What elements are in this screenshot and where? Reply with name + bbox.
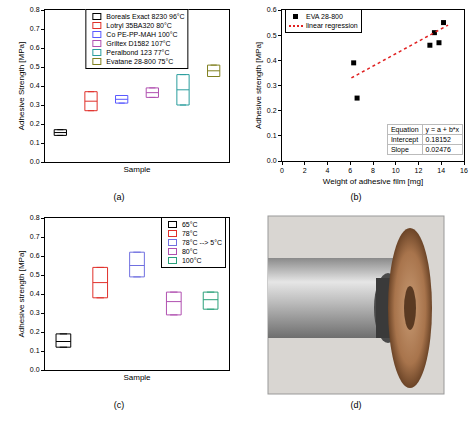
svg-text:0.1: 0.1 — [30, 347, 40, 354]
html-text:Griltex D1582 107°C: Griltex D1582 107°C — [106, 40, 171, 47]
svg-text:Adhesive strength [MPa]: Adhesive strength [MPa] — [17, 250, 26, 337]
svg-text:0.3: 0.3 — [30, 101, 40, 108]
svg-text:0.5: 0.5 — [267, 32, 277, 39]
html-text:Peralbond 123 77°C: Peralbond 123 77°C — [106, 49, 170, 56]
svg-text:Weight of adhesive film [mg]: Weight of adhesive film [mg] — [323, 177, 423, 186]
svg-text:Adhesive strength [MPa]: Adhesive strength [MPa] — [254, 42, 263, 129]
svg-text:6: 6 — [348, 167, 352, 174]
svg-text:0.1: 0.1 — [267, 132, 277, 139]
svg-text:16: 16 — [460, 167, 468, 174]
svg-text:0.0: 0.0 — [267, 157, 277, 164]
html-text:Slope: Slope — [390, 146, 409, 153]
svg-text:0.0: 0.0 — [30, 158, 40, 165]
svg-text:0.6: 0.6 — [267, 6, 277, 13]
svg-text:0.6: 0.6 — [30, 252, 40, 259]
html-text:100°C: 100°C — [182, 257, 202, 264]
svg-text:0.1: 0.1 — [30, 139, 40, 146]
html-text:Intercept: Intercept — [390, 136, 419, 143]
svg-text:Adhesive Strength [MPa]: Adhesive Strength [MPa] — [17, 42, 26, 131]
svg-text:0.4: 0.4 — [30, 82, 40, 89]
svg-text:0.5: 0.5 — [30, 63, 40, 70]
html-text:0.02476: 0.02476 — [425, 146, 451, 153]
svg-text:0.3: 0.3 — [30, 309, 40, 316]
svg-text:0.4: 0.4 — [30, 290, 40, 297]
svg-text:10: 10 — [392, 167, 400, 174]
html-text:y = a + b*x: y = a + b*x — [425, 126, 459, 133]
html-text:(d): (d) — [350, 400, 362, 410]
svg-text:0.8: 0.8 — [30, 214, 40, 221]
html-text:Evatane 28-800 75°C: Evatane 28-800 75°C — [106, 58, 174, 65]
svg-text:0.7: 0.7 — [30, 25, 40, 32]
html-text:(c): (c) — [113, 400, 125, 410]
html-text:Boreals Exact 8230 96°C: Boreals Exact 8230 96°C — [106, 13, 185, 20]
svg-text:0.4: 0.4 — [267, 57, 277, 64]
html-text:78°C: 78°C — [182, 230, 198, 237]
html-text:EVA 28-800: EVA 28-800 — [306, 13, 343, 20]
html-text:(b): (b) — [350, 192, 362, 202]
svg-text:0.2: 0.2 — [30, 328, 40, 335]
svg-text:Sample: Sample — [123, 165, 151, 174]
html-text:(a): (a) — [113, 192, 125, 202]
svg-text:14: 14 — [437, 167, 445, 174]
html-text:65°C: 65°C — [182, 221, 198, 228]
svg-text:0.2: 0.2 — [267, 107, 277, 114]
svg-text:0.3: 0.3 — [267, 82, 277, 89]
html-text:Co PE-PP-MAH 100°C: Co PE-PP-MAH 100°C — [106, 31, 178, 38]
html-text:80°C: 80°C — [182, 248, 198, 255]
svg-text:2: 2 — [303, 167, 307, 174]
html-text:78°C --> 5°C: 78°C --> 5°C — [182, 239, 222, 246]
html-text:0.18152: 0.18152 — [425, 136, 451, 143]
svg-text:0.7: 0.7 — [30, 233, 40, 240]
svg-text:12: 12 — [415, 167, 423, 174]
svg-text:0: 0 — [280, 167, 284, 174]
svg-text:0.6: 0.6 — [30, 44, 40, 51]
svg-text:4: 4 — [326, 167, 330, 174]
svg-text:0.8: 0.8 — [30, 6, 40, 13]
html-text:Lotryl 35BA320 80°C: Lotryl 35BA320 80°C — [106, 22, 172, 29]
html-text:Equation: Equation — [390, 126, 419, 133]
svg-text:0.0: 0.0 — [30, 366, 40, 373]
svg-text:0.5: 0.5 — [30, 271, 40, 278]
svg-text:8: 8 — [371, 167, 375, 174]
svg-text:Sample: Sample — [123, 373, 151, 382]
svg-text:0.2: 0.2 — [30, 120, 40, 127]
html-text:linear regression: linear regression — [306, 22, 358, 29]
